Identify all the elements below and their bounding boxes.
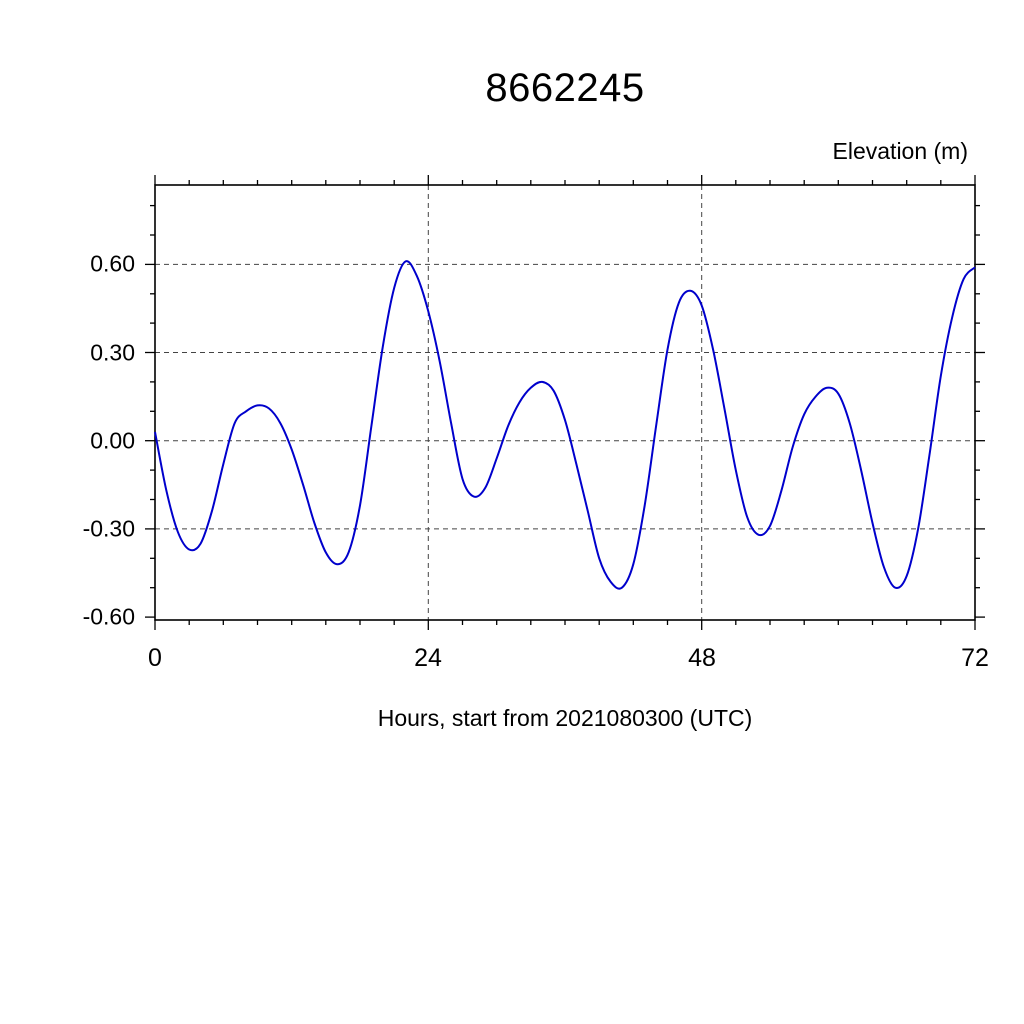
station-id-title: 8662245	[485, 66, 645, 110]
y-tick-label: -0.60	[82, 603, 135, 630]
tide-elevation-curve	[154, 260, 976, 590]
x-tick-label: 24	[414, 644, 442, 672]
gridlines	[155, 185, 975, 620]
x-tick-label: 72	[961, 644, 989, 672]
y-tick-label: 0.00	[90, 427, 135, 454]
y-tick-label: -0.30	[82, 515, 135, 542]
x-tick-label: 0	[148, 644, 162, 672]
elevation-unit-label: Elevation (m)	[832, 138, 968, 164]
plot-frame	[154, 184, 976, 621]
x-tick-label: 48	[688, 644, 716, 672]
x-axis-title: Hours, start from 2021080300 (UTC)	[377, 705, 753, 731]
axis-ticks	[145, 175, 985, 630]
y-tick-label: 0.30	[90, 339, 135, 366]
y-tick-label: 0.60	[90, 250, 135, 277]
